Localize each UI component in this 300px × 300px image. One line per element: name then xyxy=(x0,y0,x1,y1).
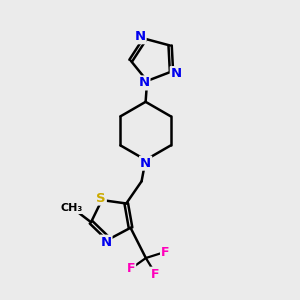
Text: N: N xyxy=(138,76,149,89)
Text: N: N xyxy=(171,67,182,80)
Text: N: N xyxy=(140,157,151,169)
Text: N: N xyxy=(100,236,112,249)
Text: F: F xyxy=(161,246,170,259)
Text: F: F xyxy=(151,268,159,281)
Text: CH₃: CH₃ xyxy=(61,203,83,213)
Text: N: N xyxy=(134,30,146,43)
Text: S: S xyxy=(96,191,106,205)
Text: F: F xyxy=(127,262,135,275)
